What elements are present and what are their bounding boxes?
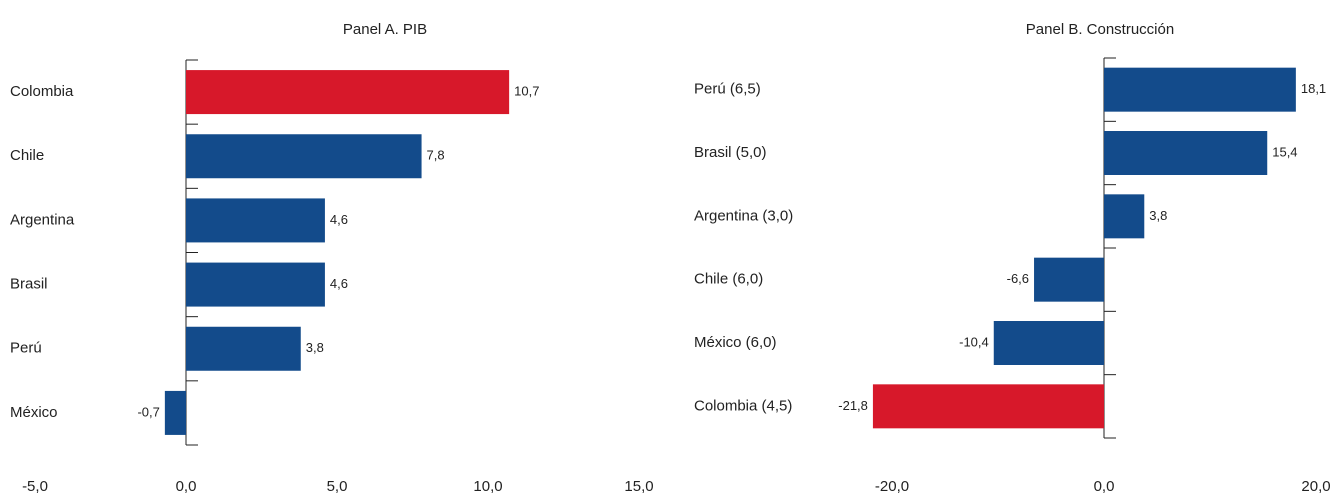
bar (1104, 194, 1145, 239)
bar (186, 198, 325, 243)
category-label: Chile (6,0) (694, 271, 763, 288)
category-label: México (10, 404, 58, 421)
value-label: 10,7 (514, 84, 539, 99)
bar (186, 326, 301, 371)
value-label: -0,7 (137, 404, 159, 419)
category-label: Perú (10, 340, 42, 357)
category-label: Perú (6,5) (694, 81, 761, 98)
value-label: 15,4 (1272, 144, 1297, 159)
category-label: Brasil (10, 276, 48, 293)
x-tick-label: -20,0 (875, 478, 909, 494)
x-tick-label: 10,0 (473, 478, 502, 494)
value-label: 18,1 (1301, 81, 1326, 96)
value-label: -6,6 (1007, 271, 1029, 286)
value-label: 7,8 (427, 148, 445, 163)
value-label: 4,6 (330, 212, 348, 227)
bar (186, 70, 510, 115)
value-label: -10,4 (959, 334, 989, 349)
bar (1104, 131, 1268, 175)
x-tick-label: 0,0 (176, 478, 197, 494)
x-tick-label: 15,0 (624, 478, 653, 494)
bar (164, 390, 186, 435)
value-label: -21,8 (838, 398, 868, 413)
value-label: 3,8 (306, 340, 324, 355)
category-label: Chile (10, 147, 44, 164)
category-label: Brasil (5,0) (694, 144, 767, 161)
category-label: Argentina (3,0) (694, 207, 793, 224)
bar (993, 321, 1104, 365)
category-label: Argentina (10, 211, 75, 228)
chart-title: Panel B. Construcción (1026, 21, 1174, 38)
category-label: Colombia (10, 83, 74, 100)
value-label: 4,6 (330, 276, 348, 291)
x-tick-label: 5,0 (327, 478, 348, 494)
bar (186, 134, 422, 179)
x-tick-label: 0,0 (1094, 478, 1115, 494)
x-tick-label: -5,0 (22, 478, 48, 494)
bar (186, 262, 325, 307)
category-label: Colombia (4,5) (694, 397, 792, 414)
bar (1104, 67, 1296, 112)
bar (1034, 257, 1104, 302)
category-label: México (6,0) (694, 334, 777, 351)
value-label: 3,8 (1149, 208, 1167, 223)
bar (872, 384, 1104, 429)
chart-title: Panel A. PIB (343, 21, 427, 38)
x-tick-label: 20,0 (1301, 478, 1330, 494)
